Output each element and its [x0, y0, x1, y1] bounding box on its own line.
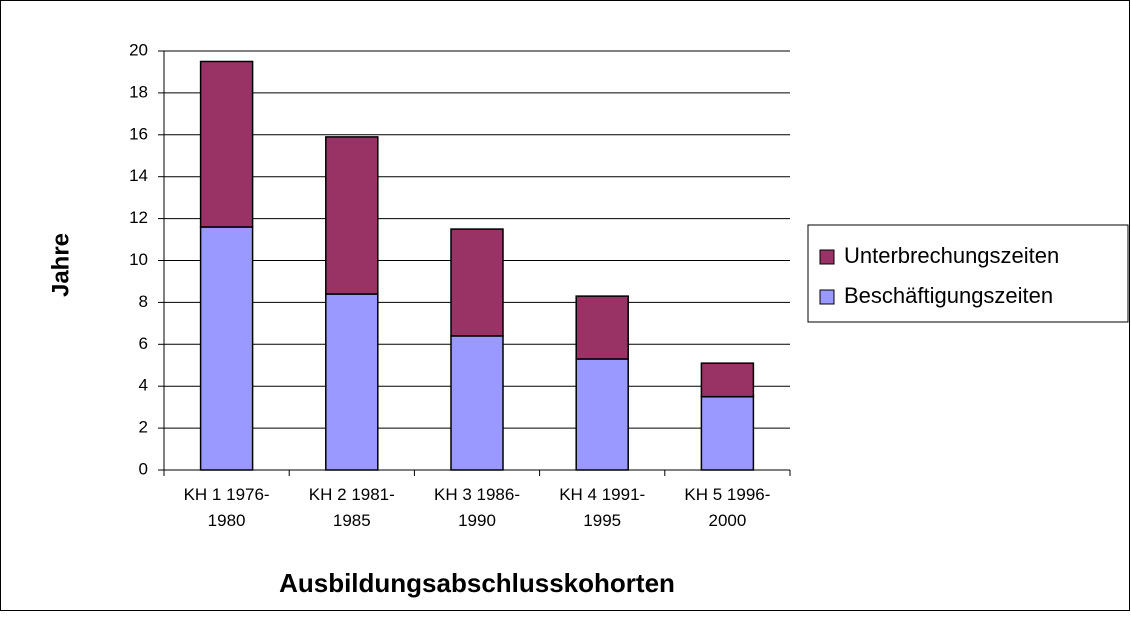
y-tick-label: 20 [129, 40, 148, 59]
x-tick-label-line: KH 4 1991- [559, 485, 645, 504]
x-tick-label: KH 2 1981- 1985 [309, 485, 395, 530]
bar-segment [575, 358, 629, 471]
y-tick-label: 10 [129, 250, 148, 269]
x-tick-label-line: 1990 [458, 511, 496, 530]
y-tick-label: 16 [129, 124, 148, 143]
y-tick-label: 6 [139, 334, 148, 353]
bar-segment [700, 395, 755, 471]
y-tick-label: 2 [139, 418, 148, 437]
x-tick-label-line: 2000 [708, 511, 746, 530]
x-tick-label-line: KH 3 1986- [434, 485, 520, 504]
bar-segment [700, 362, 755, 398]
legend-box [807, 224, 1129, 323]
x-tick-label-line: 1980 [208, 511, 246, 530]
x-tick-label: KH 3 1986- 1990 [434, 485, 520, 530]
y-tick-label: 14 [129, 166, 148, 185]
y-tick-label: 8 [139, 292, 148, 311]
legend-swatch [819, 249, 835, 265]
x-tick-label-line: KH 2 1981- [309, 485, 395, 504]
x-tick-label: KH 1 1976- 1980 [184, 485, 270, 530]
y-tick-label: 4 [139, 376, 148, 395]
x-tick-label-line: KH 5 1996- [684, 485, 770, 504]
bar-segment [450, 228, 504, 337]
x-tick-label-line: KH 1 1976- [184, 485, 270, 504]
y-tick-label: 18 [129, 82, 148, 101]
bar-segment [575, 295, 629, 360]
x-axis-title: Ausbildungsabschlusskohorten [279, 568, 675, 598]
legend-label: Unterbrechungszeiten [844, 243, 1059, 268]
bar-segment [325, 293, 379, 471]
y-tick-label: 0 [139, 459, 148, 478]
y-axis-title: Jahre [47, 233, 74, 297]
legend-swatch [819, 289, 835, 305]
bar-segment [450, 335, 504, 471]
x-tick-label-line: 1985 [333, 511, 371, 530]
x-tick-label: KH 5 1996- 2000 [684, 485, 770, 530]
bar-segment [199, 60, 254, 228]
legend-label: Beschäftigungszeiten [844, 283, 1053, 308]
bar-segment [325, 136, 379, 295]
y-tick-label: 12 [129, 208, 148, 227]
x-tick-label: KH 4 1991- 1995 [559, 485, 645, 530]
bar-segment [199, 226, 254, 471]
x-tick-label-line: 1995 [583, 511, 621, 530]
